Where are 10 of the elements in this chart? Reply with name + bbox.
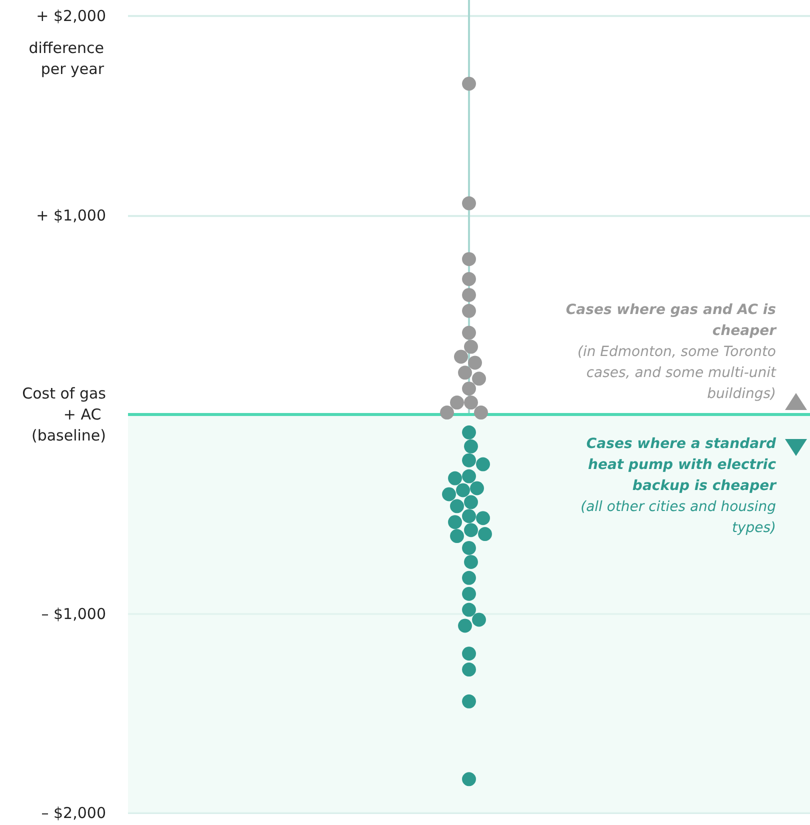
annotation: (all other cities and housing types)	[580, 499, 776, 536]
y-axis-title: difference per year	[28, 38, 104, 80]
annotation: Cases where gas and AC is cheaper	[564, 301, 776, 341]
y-tick-label: + $2,000	[36, 7, 106, 25]
annotation: Cases where a standard heat pump with electric backup is cheaper	[585, 435, 776, 496]
annotation: (in Edmonton, some Toronto cases, and some multi-unit buildings)	[577, 344, 776, 402]
y-tick-label: – $2,000	[41, 804, 106, 822]
y-tick-label: + $1,000	[36, 206, 106, 224]
y-tick-label: – $1,000	[41, 604, 106, 623]
y-tick-label: Cost of gas + AC (baseline)	[22, 384, 106, 444]
